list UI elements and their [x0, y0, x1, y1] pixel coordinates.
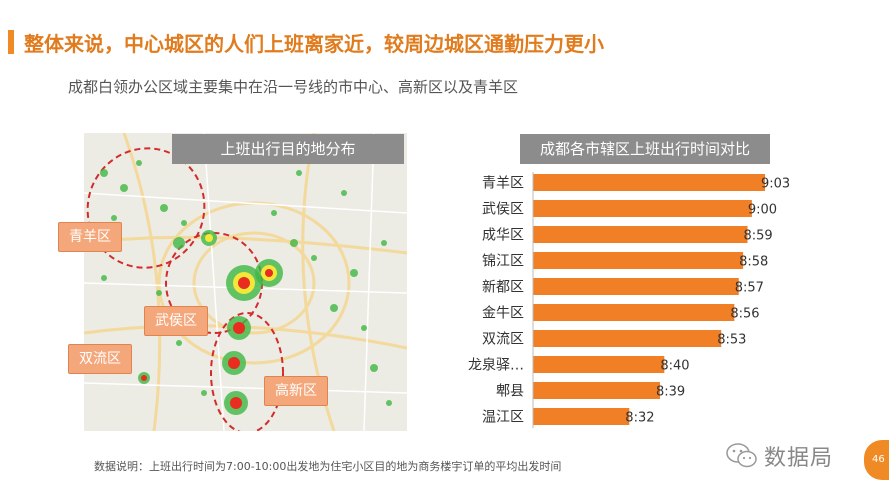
category-label: 龙泉驿… [468, 357, 524, 374]
data-label: 8:53 [717, 333, 746, 348]
category-label: 锦江区 [482, 253, 524, 270]
brand-watermark: 数据局 [726, 438, 833, 474]
map-tag-gaoxin: 高新区 [264, 376, 328, 406]
map-tag-qingyang: 青羊区 [58, 222, 122, 252]
bar [533, 356, 665, 373]
bar [533, 226, 748, 243]
bar [533, 200, 752, 217]
map-tag-shuangliu: 双流区 [68, 344, 132, 374]
data-label: 8:32 [625, 411, 654, 426]
heatmap-map [84, 133, 407, 431]
category-label: 青羊区 [482, 176, 524, 192]
bar [533, 174, 765, 191]
map-panel-title: 上班出行目的地分布 [172, 134, 404, 164]
commute-time-bar-chart: 青羊区 9:03 武侯区 9:00 成华区 8:59 锦江区 8:58 新都区 8:57 金牛区 8:… [468, 172, 790, 428]
bar [533, 252, 744, 269]
data-label: 8:57 [735, 281, 764, 296]
category-label: 成华区 [482, 228, 524, 244]
bar [533, 330, 722, 347]
brand-name: 数据局 [764, 446, 834, 471]
bar [533, 278, 739, 295]
category-label: 双流区 [482, 332, 524, 348]
chart-title: 成都各市辖区上班出行时间对比 [520, 134, 770, 164]
category-label: 新都区 [482, 280, 524, 296]
headline-accent-bar [8, 30, 14, 54]
page-number: 46 [864, 440, 889, 480]
data-note: 数据说明：上班出行时间为7:00-10:00出发地为住宅小区目的地为商务楼宇订单… [94, 460, 562, 473]
data-label: 8:39 [656, 385, 685, 400]
category-label: 武侯区 [482, 202, 524, 218]
map-graphic [84, 133, 407, 431]
category-label: 郫县 [496, 384, 524, 400]
data-label: 8:40 [660, 359, 689, 374]
data-label: 8:56 [730, 307, 759, 322]
data-label: 9:03 [761, 177, 790, 192]
wechat-icon [726, 443, 757, 468]
data-label: 9:00 [748, 203, 777, 218]
data-label: 8:59 [743, 229, 772, 244]
page-subtitle: 成都白领办公区域主要集中在沿一号线的市中心、高新区以及青羊区 [68, 78, 519, 96]
bar [533, 382, 660, 399]
page-title: 整体来说，中心城区的人们上班离家近，较周边城区通勤压力更小 [24, 32, 604, 56]
bar [533, 408, 630, 425]
category-label: 温江区 [482, 410, 524, 426]
map-tag-wuhou: 武侯区 [144, 306, 208, 336]
category-label: 金牛区 [482, 306, 524, 322]
bar [533, 304, 735, 321]
data-label: 8:58 [739, 255, 768, 270]
